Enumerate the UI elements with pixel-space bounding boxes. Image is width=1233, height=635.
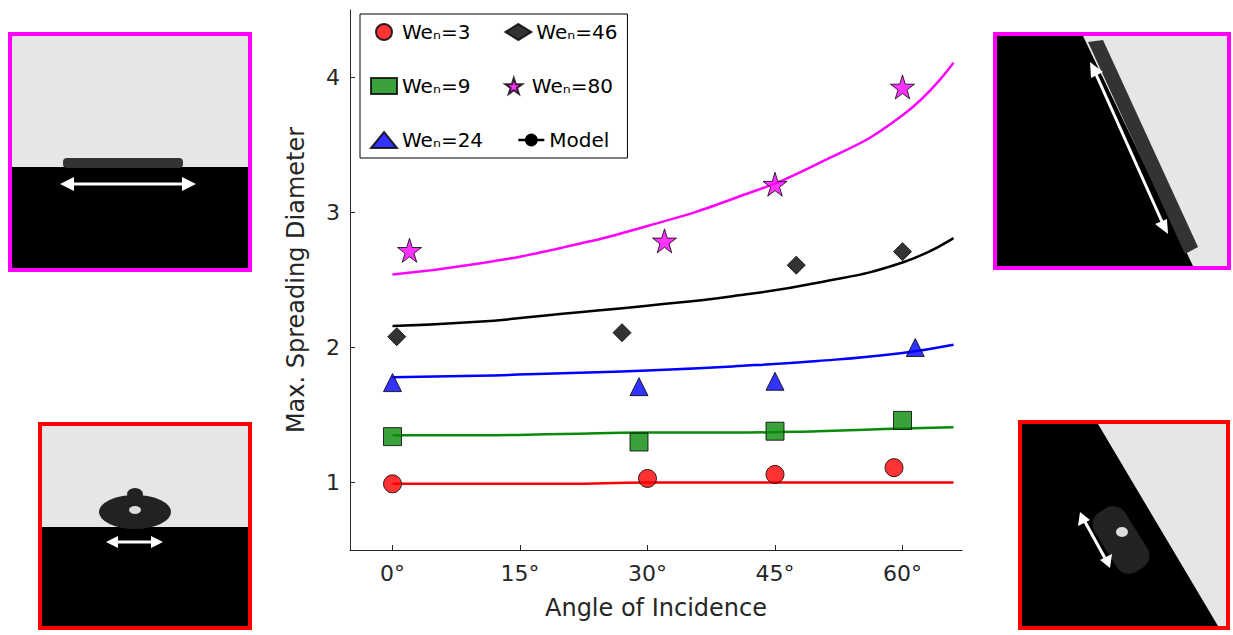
svg-text:1: 1 <box>326 470 340 495</box>
svg-text:Weₙ=24: Weₙ=24 <box>402 128 483 152</box>
svg-text:0°: 0° <box>380 561 405 586</box>
svg-text:Weₙ=46: Weₙ=46 <box>536 20 617 44</box>
svg-text:Weₙ=3: Weₙ=3 <box>402 20 470 44</box>
svg-text:Weₙ=9: Weₙ=9 <box>402 74 470 98</box>
svg-text:60°: 60° <box>883 561 922 586</box>
svg-text:Model: Model <box>549 128 609 152</box>
svg-text:Weₙ=80: Weₙ=80 <box>532 74 613 98</box>
svg-text:4: 4 <box>326 65 340 90</box>
svg-text:15°: 15° <box>501 561 540 586</box>
svg-text:45°: 45° <box>756 561 795 586</box>
svg-text:2: 2 <box>326 335 340 360</box>
svg-text:30°: 30° <box>628 561 667 586</box>
svg-text:3: 3 <box>326 200 340 225</box>
svg-text:Max. Spreading Diameter: Max. Spreading Diameter <box>282 127 310 433</box>
svg-text:Angle of Incidence: Angle of Incidence <box>545 594 767 622</box>
